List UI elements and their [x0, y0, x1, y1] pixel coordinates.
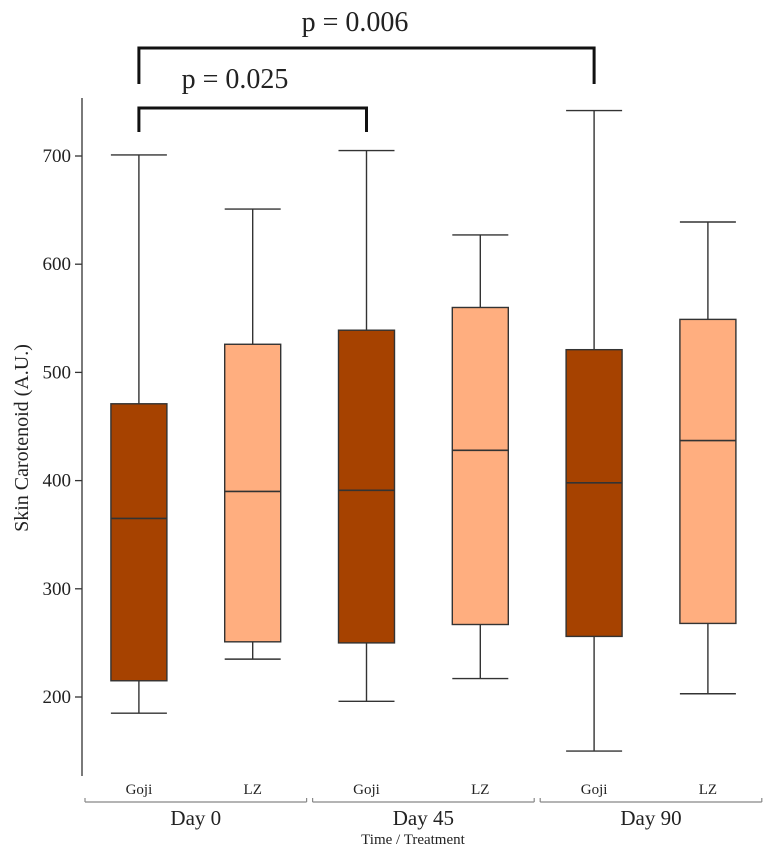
y-tick-label: 500 — [43, 362, 72, 383]
plot-area: 200 300 400 500 600 700 Goji LZ Goji LZ Goji LZ Day … — [43, 7, 763, 830]
x-axis-label: Time / Treatment — [361, 832, 465, 848]
y-tick-label: 200 — [43, 687, 72, 708]
significance-bracket — [137, 106, 368, 132]
box-goji — [337, 329, 396, 644]
x-tick-label-treatment: Goji — [353, 782, 380, 798]
box-lz — [223, 343, 282, 643]
y-tick-label: 300 — [43, 579, 72, 600]
significance-label: p = 0.025 — [182, 64, 289, 95]
x-tick-label-treatment: Goji — [126, 782, 153, 798]
x-tick-label-treatment: LZ — [244, 782, 262, 798]
box-goji — [565, 348, 623, 638]
y-tick-label: 600 — [43, 254, 72, 275]
y-tick-label: 400 — [43, 471, 72, 492]
x-tick-label-treatment: LZ — [699, 782, 717, 798]
x-group-label: Day 45 — [393, 806, 454, 830]
x-group-label: Day 0 — [170, 806, 221, 830]
y-tick-label: 700 — [43, 146, 72, 167]
x-tick-label-treatment: LZ — [471, 782, 489, 798]
box-lz — [451, 306, 509, 626]
box-lz — [679, 318, 737, 625]
y-axis-label: Skin Carotenoid (A.U.) — [11, 344, 33, 532]
x-group-label: Day 90 — [620, 806, 681, 830]
x-tick-label-treatment: Goji — [581, 782, 608, 798]
box-goji — [110, 403, 168, 682]
significance-label: p = 0.006 — [302, 7, 409, 38]
significance-bracket — [137, 46, 596, 84]
